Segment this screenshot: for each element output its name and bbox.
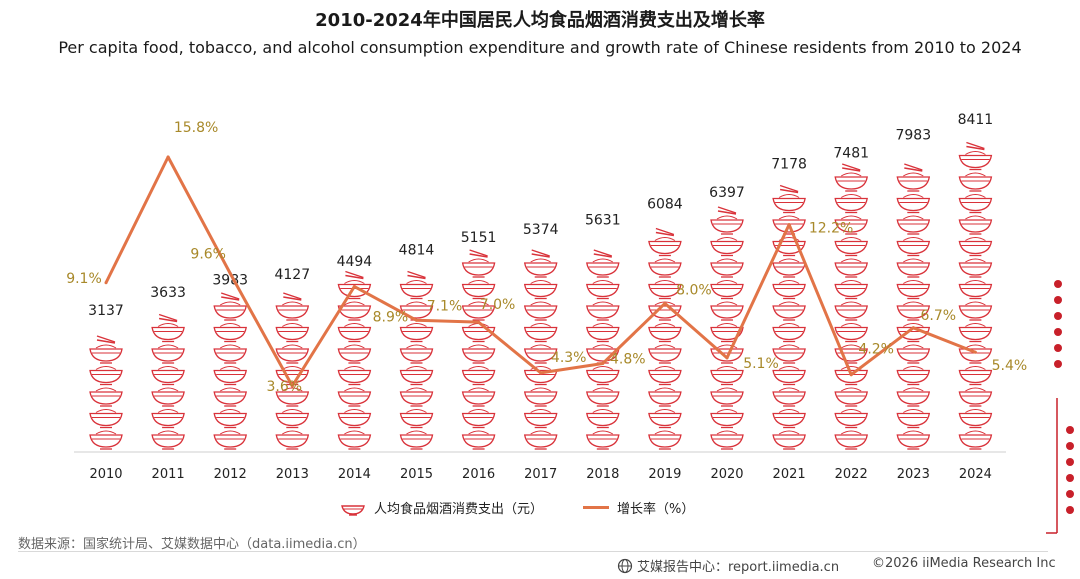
bar-2015	[399, 270, 434, 450]
bar-2019	[648, 227, 682, 450]
globe-icon	[617, 558, 633, 573]
growth-point-2011	[166, 155, 170, 159]
legend: 人均食品烟酒消费支出（元） 增长率（%）	[340, 498, 734, 517]
value-label-2010: 3137	[88, 303, 124, 319]
line-swatch	[583, 506, 610, 509]
growth-point-2020	[725, 356, 729, 360]
growth-point-2018	[601, 361, 605, 365]
chart-title: 2010-2024年中国居民人均食品烟酒消费支出及增长率	[315, 10, 765, 31]
value-label-2024: 8411	[958, 112, 994, 128]
growth-label-2020: 5.1%	[743, 356, 779, 372]
growth-label-2023: 6.7%	[921, 308, 957, 324]
growth-label-2017: 4.3%	[551, 350, 587, 366]
growth-label-2012: 9.6%	[190, 246, 226, 262]
bar-2020	[710, 206, 744, 450]
bar-2010	[89, 335, 123, 450]
bar-2017	[523, 249, 558, 450]
growth-point-2023	[911, 326, 915, 330]
growth-point-2015	[415, 318, 418, 322]
growth-label-2024: 5.4%	[992, 358, 1028, 374]
footer-copyright: ©2026 iiMedia Research Inc	[872, 556, 1056, 571]
value-label-2019: 6084	[647, 196, 683, 212]
growth-point-2012	[228, 271, 232, 275]
category-label-2010: 2010	[89, 467, 122, 482]
growth-point-2010	[104, 281, 108, 285]
bar-2023	[896, 163, 931, 450]
value-label-2014: 4494	[337, 254, 373, 270]
footer-divider	[18, 551, 1048, 552]
pictogram-chart: 3137 2010 3633 2011 3983 2012 4127 2013 4494 2014…	[66, 112, 1028, 482]
growth-point-2024	[973, 350, 977, 354]
value-label-2018: 5631	[585, 213, 621, 229]
growth-label-2011: 15.8%	[174, 120, 218, 136]
footer-site: 艾媒报告中心：report.iimedia.cn	[617, 556, 839, 575]
category-label-2021: 2021	[773, 467, 806, 482]
category-label-2024: 2024	[959, 467, 992, 482]
growth-point-2022	[849, 373, 853, 377]
value-label-2023: 7983	[895, 128, 931, 144]
bar-2014	[337, 270, 372, 450]
growth-label-2016: 7.0%	[480, 297, 516, 313]
growth-label-2013: 3.6%	[267, 379, 303, 395]
growth-label-2014: 8.9%	[373, 310, 409, 326]
growth-label-2015: 7.1%	[427, 298, 463, 314]
value-label-2013: 4127	[274, 267, 310, 283]
growth-label-2019: 8.0%	[676, 282, 712, 298]
value-label-2011: 3633	[150, 285, 186, 301]
growth-label-2018: 4.8%	[610, 351, 646, 367]
value-label-2022: 7481	[833, 146, 869, 162]
category-label-2020: 2020	[710, 467, 743, 482]
legend-label-expenditure: 人均食品烟酒消费支出（元）	[374, 502, 544, 517]
growth-label-2022: 4.2%	[858, 342, 894, 358]
source-note: 数据来源：国家统计局、艾媒数据中心（data.iimedia.cn）	[18, 537, 366, 552]
growth-point-2021	[787, 223, 791, 227]
bar-2022	[834, 163, 868, 450]
category-label-2022: 2022	[835, 467, 868, 482]
category-label-2016: 2016	[462, 467, 495, 482]
growth-point-2013	[290, 384, 294, 388]
bar-2024	[958, 141, 993, 450]
legend-item-expenditure: 人均食品烟酒消费支出（元）	[340, 498, 543, 517]
bowl-icon	[341, 504, 365, 516]
category-label-2017: 2017	[524, 467, 557, 482]
category-label-2019: 2019	[648, 467, 681, 482]
legend-label-growth: 增长率（%）	[617, 502, 695, 517]
value-label-2020: 6397	[709, 185, 745, 201]
category-label-2011: 2011	[152, 467, 185, 482]
category-label-2023: 2023	[897, 467, 930, 482]
legend-item-growth: 增长率（%）	[583, 498, 694, 517]
chart-subtitle: Per capita food, tobacco, and alcohol co…	[58, 38, 1022, 57]
bar-2011	[151, 313, 185, 450]
growth-point-2017	[539, 371, 543, 375]
value-label-2017: 5374	[523, 222, 559, 238]
growth-point-2014	[352, 285, 356, 289]
bar-2021	[772, 184, 806, 450]
category-label-2012: 2012	[214, 467, 247, 482]
growth-point-2019	[663, 301, 667, 305]
growth-point-2016	[477, 320, 481, 324]
category-label-2018: 2018	[586, 467, 619, 482]
category-label-2014: 2014	[338, 467, 371, 482]
growth-label-2021: 12.2%	[809, 221, 853, 237]
bar-2016	[461, 249, 496, 450]
growth-label-2010: 9.1%	[66, 271, 102, 287]
bar-2013	[275, 292, 310, 450]
bar-2012	[213, 292, 247, 450]
category-label-2015: 2015	[400, 467, 433, 482]
footer-site-text: 艾媒报告中心：report.iimedia.cn	[637, 560, 840, 575]
value-label-2021: 7178	[771, 157, 807, 173]
category-label-2013: 2013	[276, 467, 309, 482]
value-label-2015: 4814	[399, 242, 435, 258]
decorative-dots	[1046, 280, 1074, 534]
value-label-2012: 3983	[212, 272, 248, 288]
bar-2018	[586, 249, 620, 450]
value-label-2016: 5151	[461, 230, 497, 246]
